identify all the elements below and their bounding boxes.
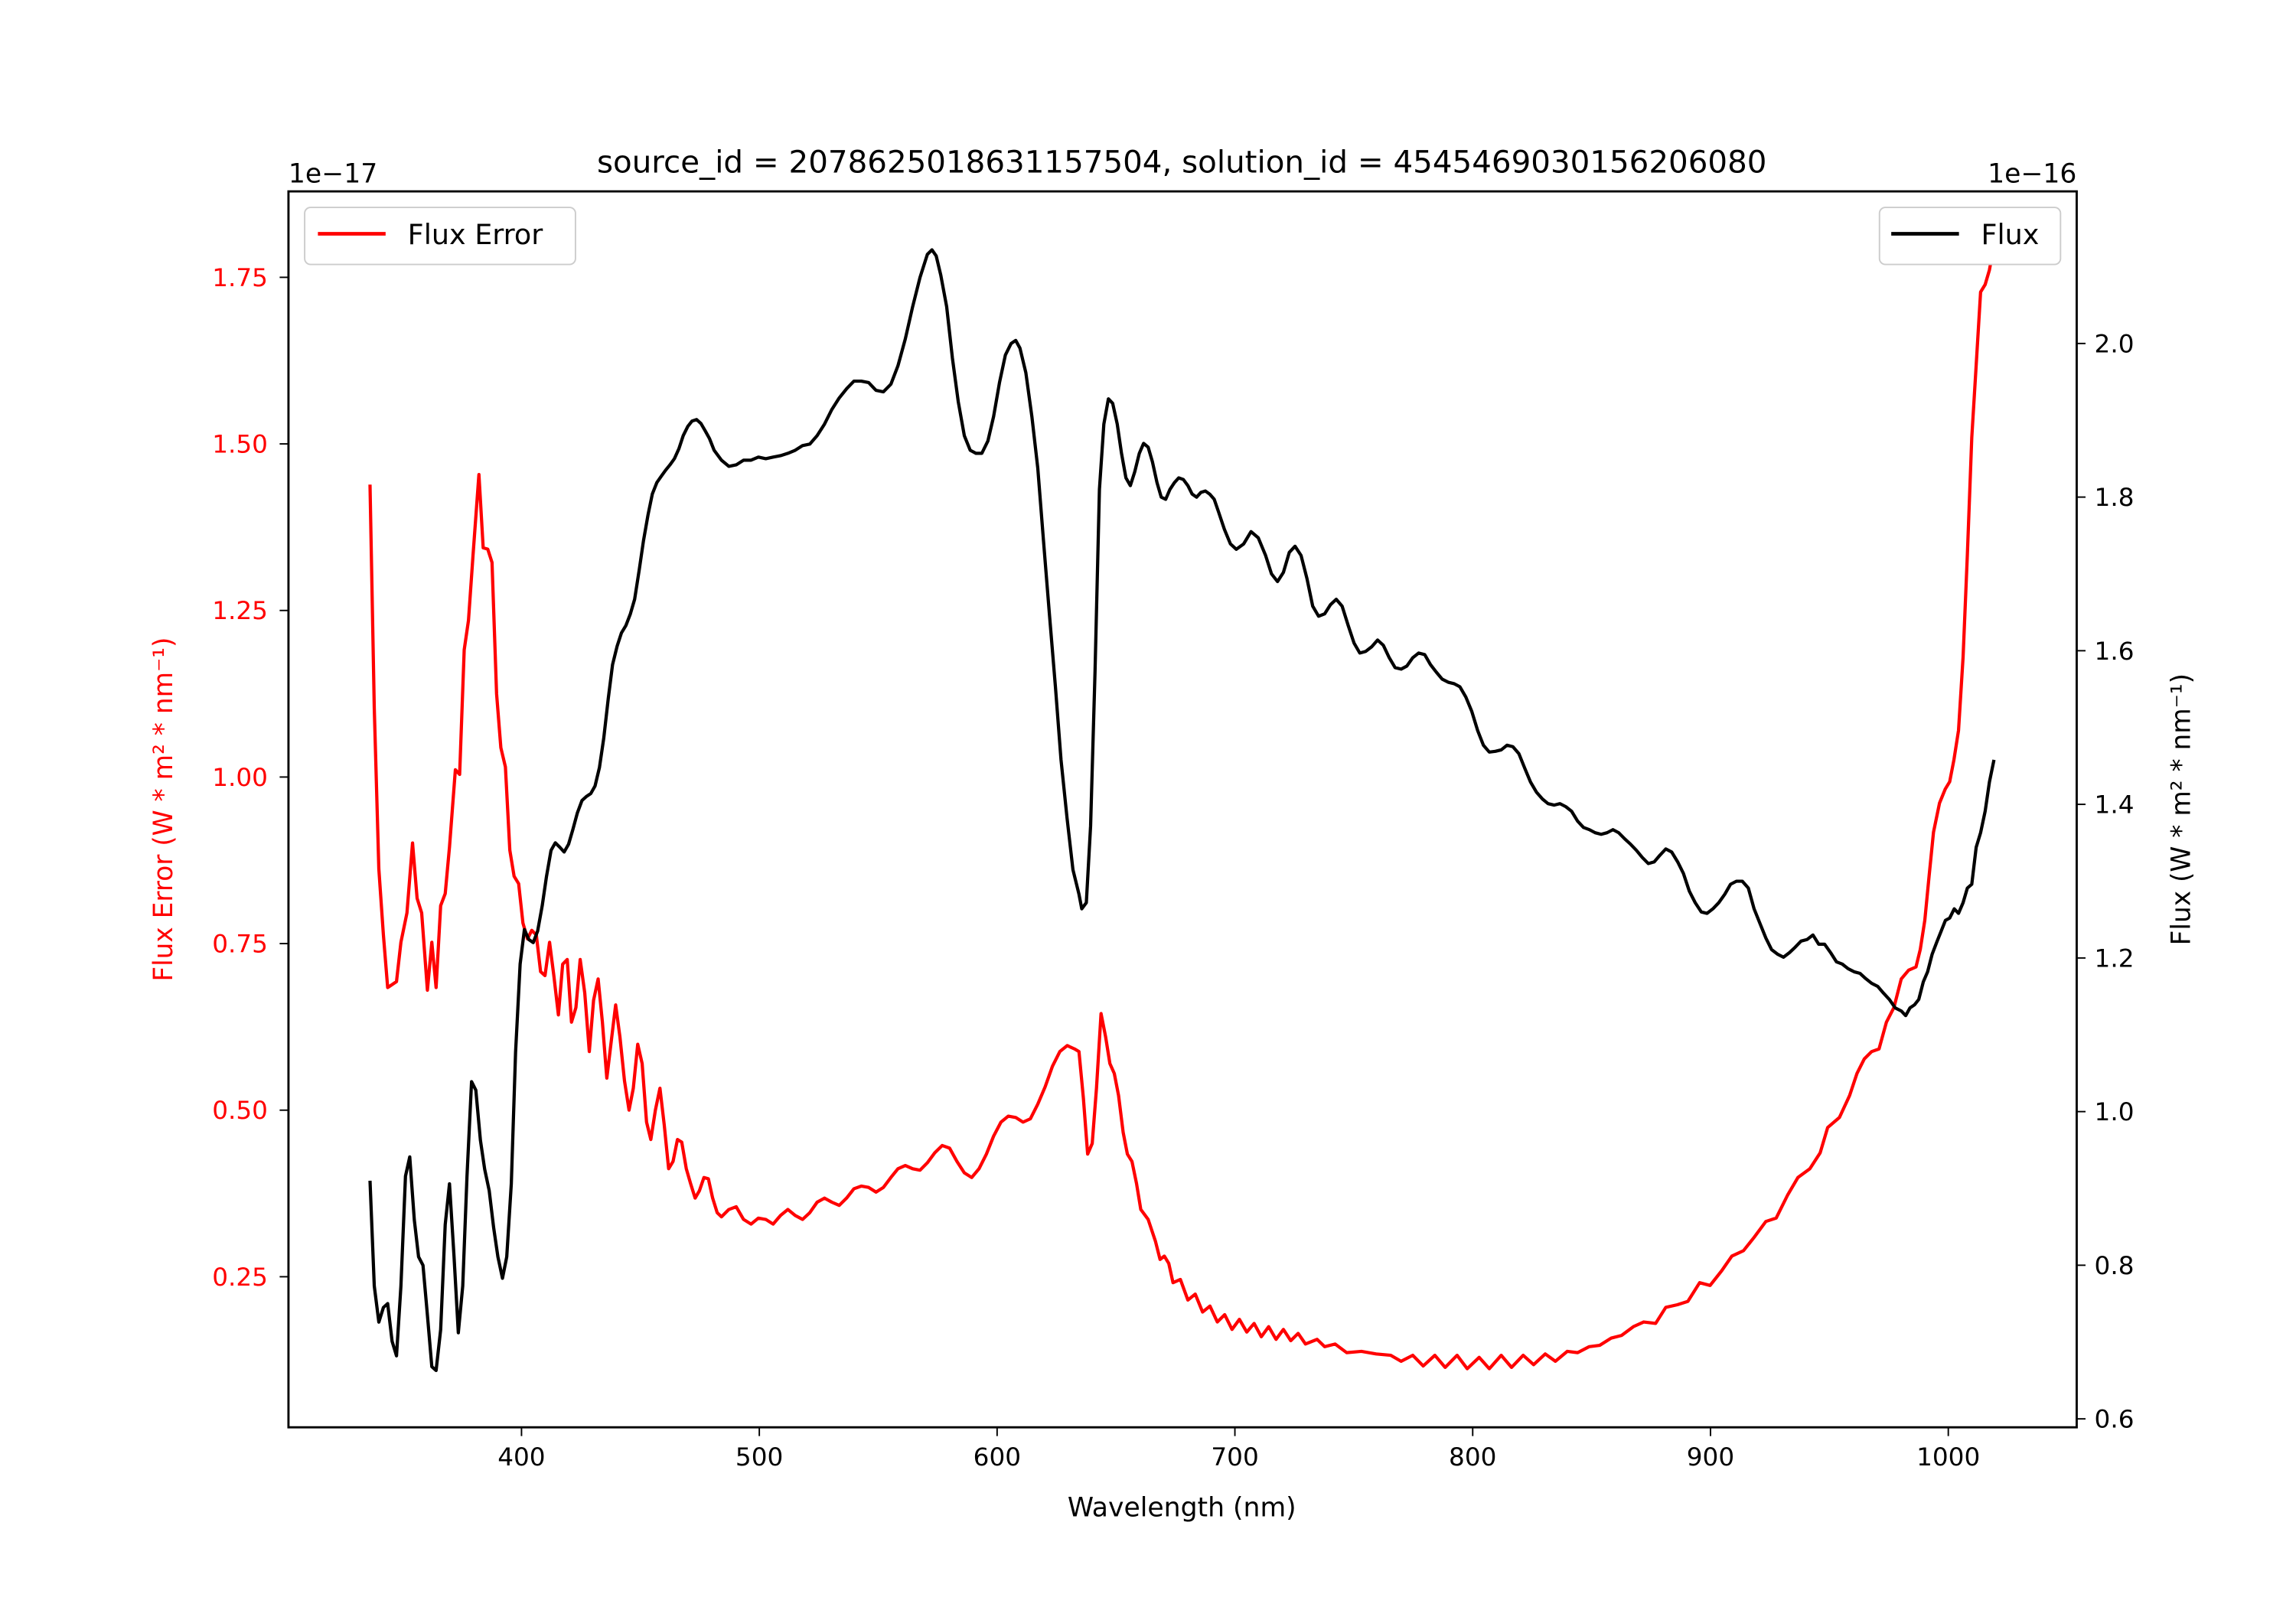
- x-tick-label: 900: [1687, 1442, 1734, 1472]
- x-tick-label: 600: [974, 1442, 1021, 1472]
- right-y-tick-label: 1.0: [2095, 1097, 2135, 1126]
- x-tick-label: 400: [497, 1442, 545, 1472]
- x-tick-label: 1000: [1916, 1442, 1980, 1472]
- left-y-axis-label: Flux Error (W * m² * nm⁻¹): [148, 637, 179, 982]
- left-y-tick-label: 1.00: [212, 763, 268, 792]
- x-tick-label: 500: [735, 1442, 783, 1472]
- left-offset-text: 1e−17: [289, 159, 377, 190]
- right-y-tick-label: 1.4: [2095, 790, 2135, 820]
- left-y-tick-label: 1.75: [212, 263, 268, 292]
- left-y-tick-label: 0.75: [212, 930, 268, 959]
- right-y-tick-label: 1.2: [2095, 944, 2135, 973]
- series-line-flux-error: [368, 245, 1996, 1371]
- plot-frame: [287, 190, 2078, 1429]
- left-y-tick-label: 1.50: [212, 430, 268, 459]
- left-y-tick-label: 0.50: [212, 1096, 268, 1125]
- right-y-tick-label: 0.6: [2095, 1405, 2135, 1434]
- series-line-flux: [368, 248, 1996, 1373]
- legend-box: [304, 207, 576, 266]
- x-tick-label: 800: [1449, 1442, 1496, 1472]
- x-axis-label: Wavelength (nm): [1068, 1493, 1296, 1524]
- left-y-tick-label: 1.25: [212, 596, 268, 625]
- right-y-axis-label: Flux (W * m² * nm⁻¹): [2166, 673, 2197, 945]
- legend-label-flux-error: Flux Error: [408, 218, 543, 251]
- left-y-tick-label: 0.25: [212, 1263, 268, 1292]
- right-y-tick-label: 2.0: [2095, 329, 2135, 358]
- legend-flux: Flux: [1878, 207, 2062, 266]
- legend-flux-error: Flux Error: [304, 207, 576, 266]
- right-y-tick-label: 1.6: [2095, 637, 2135, 666]
- legend-box: [1878, 207, 2062, 266]
- chart-title: source_id = 2078625018631157504, solutio…: [597, 145, 1766, 180]
- x-tick-label: 700: [1211, 1442, 1258, 1472]
- legend-label-flux: Flux: [1981, 218, 2039, 251]
- right-offset-text: 1e−16: [1988, 159, 2076, 190]
- right-y-tick-label: 1.8: [2095, 483, 2135, 512]
- right-y-tick-label: 0.8: [2095, 1251, 2135, 1280]
